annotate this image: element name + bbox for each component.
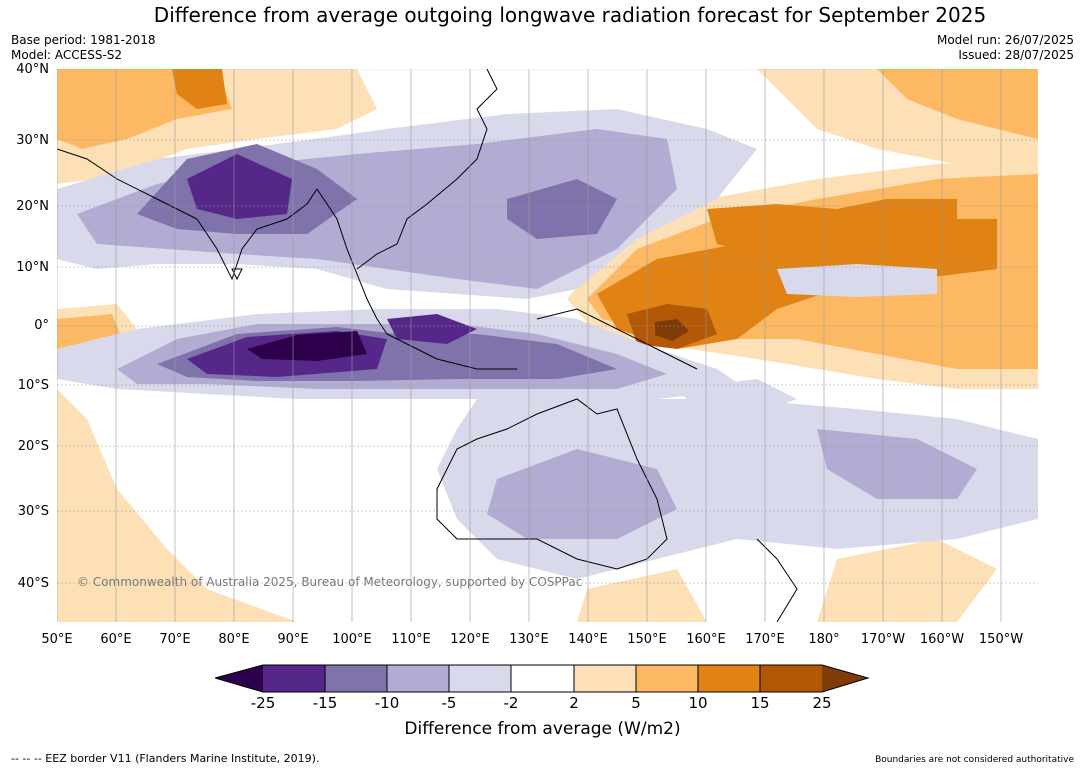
model-name: Model: ACCESS-S2 <box>11 48 123 62</box>
colorbar-tick: -2 <box>503 694 519 712</box>
colorbar-tick: -25 <box>250 694 276 712</box>
lat-label: 30°N <box>16 133 49 148</box>
colorbar-tick: 10 <box>688 694 708 712</box>
colorbar-title: Difference from average (W/m2) <box>404 719 681 739</box>
lon-label: 130°E <box>509 632 549 647</box>
colorbar-tick: -10 <box>374 694 400 712</box>
colorbar-swatch <box>511 665 574 692</box>
lon-label: 160°W <box>919 632 965 647</box>
negative-anomaly-shading <box>57 109 1038 579</box>
lat-label: 0° <box>34 318 49 333</box>
lon-label: 110°E <box>391 632 431 647</box>
colorbar-tick: -15 <box>312 694 338 712</box>
lon-label: 150°E <box>627 632 667 647</box>
lat-label: 20°S <box>17 439 49 454</box>
model-run: Model run: 26/07/2025 <box>936 33 1074 47</box>
colorbar-swatch <box>449 665 511 692</box>
colorbar-swatch <box>263 665 325 692</box>
lat-label: 40°N <box>16 62 49 77</box>
lon-label: 100°E <box>332 632 372 647</box>
lon-label: 170°W <box>860 632 906 647</box>
boundary-disclaimer: Boundaries are not considered authoritat… <box>875 755 1074 765</box>
lon-label: 120°E <box>450 632 490 647</box>
colorbar-swatch <box>698 665 760 692</box>
lon-label: 70°E <box>159 632 191 647</box>
colorbar-swatch <box>574 665 636 692</box>
lon-label: 160°E <box>686 632 726 647</box>
lon-label: 170°E <box>745 632 785 647</box>
colorbar-swatch <box>215 665 263 692</box>
issued-date: Issued: 28/07/2025 <box>958 48 1074 62</box>
lat-label: 10°N <box>16 260 49 275</box>
colorbar <box>215 664 870 693</box>
colorbar-swatch <box>760 665 822 692</box>
lat-label: 30°S <box>17 504 49 519</box>
graticule <box>57 69 1038 622</box>
anomaly-map <box>57 69 1038 622</box>
lon-label: 60°E <box>100 632 132 647</box>
colorbar-swatch <box>822 665 868 692</box>
run-info: Model run: 26/07/2025 Issued: 28/07/2025 <box>937 33 1074 63</box>
colorbar-tick: 5 <box>631 694 641 712</box>
lon-label: 90°E <box>277 632 309 647</box>
base-info: Base period: 1981-2018 Model: ACCESS-S2 <box>11 33 156 63</box>
lon-label: 140°E <box>568 632 608 647</box>
colorbar-swatch <box>387 665 449 692</box>
base-period: Base period: 1981-2018 <box>11 33 156 47</box>
lon-label: 50°E <box>41 632 73 647</box>
colorbar-swatch <box>325 665 387 692</box>
map-title: Difference from average outgoing longwav… <box>153 3 987 27</box>
coastlines <box>57 69 798 622</box>
copyright-notice: © Commonwealth of Australia 2025, Bureau… <box>77 575 583 589</box>
colorbar-tick: 25 <box>812 694 832 712</box>
lat-label: 40°S <box>17 576 49 591</box>
lon-label: 80°E <box>218 632 250 647</box>
lon-label: 150°W <box>978 632 1024 647</box>
lat-label: 20°N <box>16 199 49 214</box>
lon-label: 180° <box>808 632 840 647</box>
colorbar-swatch <box>636 665 698 692</box>
colorbar-tick: -5 <box>441 694 457 712</box>
colorbar-tick: 2 <box>569 694 579 712</box>
colorbar-tick: 15 <box>750 694 770 712</box>
lat-label: 10°S <box>17 378 49 393</box>
eez-border-note: -- -- -- EEZ border V11 (Flanders Marine… <box>11 752 320 765</box>
